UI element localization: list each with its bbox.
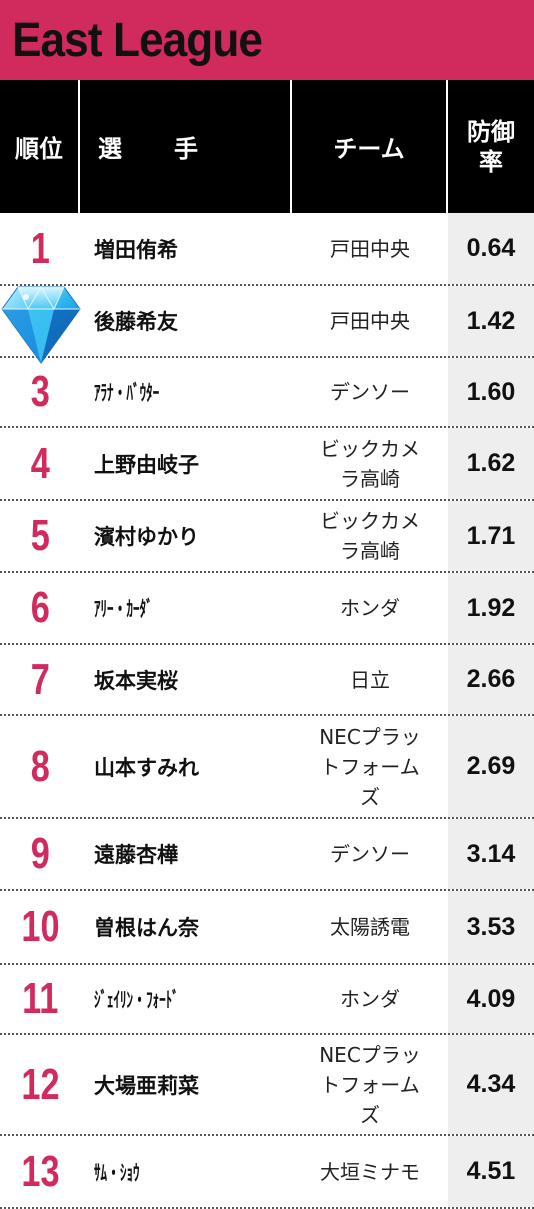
table-row: 7 坂本実桜 日立 2.66	[0, 645, 534, 716]
player-cell: 上野由岐子	[94, 452, 199, 477]
rank-cell: 12	[20, 1059, 60, 1109]
player-cell: 遠藤杏樺	[94, 843, 178, 867]
table-row: 3 ｱﾗﾅ・ﾊﾞｳﾀｰ デンソー 1.60	[0, 358, 534, 428]
player-cell: 山本すみれ	[94, 755, 199, 780]
rank-cell: 11	[21, 974, 59, 1023]
player-cell: 曽根はん奈	[94, 916, 199, 940]
team-cell: 大垣ミナモ	[320, 1159, 420, 1184]
table-header: 順位 選 手 チーム 防御 率	[0, 80, 534, 213]
player-cell: ｼﾞｪｲﾘﾝ・ﾌｫｰﾄﾞ	[94, 988, 179, 1012]
era-cell: 4.09	[448, 965, 534, 1033]
table-row: 1 増田侑希 戸田中央 0.64	[0, 213, 534, 286]
era-cell: 4.34	[448, 1035, 534, 1134]
player-cell: ｻﾑ・ｼｮｳ	[94, 1160, 140, 1185]
team-cell: NECプラッ トフォームズ	[319, 1042, 421, 1127]
era-cell: 4.51	[448, 1136, 534, 1207]
rank-cell	[0, 286, 80, 356]
era-cell: 1.62	[448, 428, 534, 499]
rank-cell: 4	[30, 438, 50, 488]
rank-cell: 8	[30, 741, 50, 791]
table-row: 5 濱村ゆかり ビックカメ ラ高崎 1.71	[0, 501, 534, 573]
table-row: 後藤希友 戸田中央 1.42	[0, 286, 534, 358]
player-cell: ｱﾘｰ・ｶｰﾀﾞ	[94, 597, 153, 621]
rank-cell: 7	[30, 654, 50, 704]
team-cell: ビックカメ ラ高崎	[320, 509, 420, 563]
page-title: East League	[12, 13, 263, 67]
era-cell: 0.64	[448, 213, 534, 284]
header-player: 選 手	[80, 80, 292, 213]
table-row: 13 ｻﾑ・ｼｮｳ 大垣ミナモ 4.51	[0, 1136, 534, 1209]
era-cell: 3.14	[448, 819, 534, 889]
rank-cell: 10	[20, 902, 60, 951]
era-cell: 1.60	[448, 358, 534, 426]
table-row: 4 上野由岐子 ビックカメ ラ高崎 1.62	[0, 428, 534, 501]
era-cell: 2.69	[448, 716, 534, 817]
player-cell: 後藤希友	[94, 310, 178, 334]
table-row: 11 ｼﾞｪｲﾘﾝ・ﾌｫｰﾄﾞ ホンダ 4.09	[0, 965, 534, 1035]
team-cell: デンソー	[330, 842, 410, 866]
era-cell: 1.42	[448, 286, 534, 356]
player-cell: ｱﾗﾅ・ﾊﾞｳﾀｰ	[94, 381, 160, 405]
player-cell: 濱村ゆかり	[94, 525, 199, 549]
player-cell: 坂本実桜	[94, 668, 178, 693]
header-era-line1: 防御	[467, 117, 515, 146]
team-cell: デンソー	[330, 380, 410, 404]
table-row: 8 山本すみれ NECプラッ トフォームズ 2.69	[0, 716, 534, 819]
rank-cell: 3	[30, 367, 50, 416]
player-cell: 大場亜莉菜	[94, 1073, 199, 1098]
table-row: 10 曽根はん奈 太陽誘電 3.53	[0, 891, 534, 965]
team-cell: 日立	[350, 667, 390, 692]
player-cell: 増田侑希	[94, 237, 178, 262]
team-cell: 太陽誘電	[330, 915, 410, 939]
header-era: 防御 率	[448, 80, 534, 213]
rank-cell: 13	[20, 1146, 60, 1196]
table-row: 6 ｱﾘｰ・ｶｰﾀﾞ ホンダ 1.92	[0, 573, 534, 645]
team-cell: ビックカメ ラ高崎	[320, 436, 420, 491]
team-cell: ホンダ	[340, 987, 400, 1011]
header-team: チーム	[292, 80, 448, 213]
rank-cell: 6	[30, 583, 50, 632]
era-cell: 1.92	[448, 573, 534, 643]
team-cell: 戸田中央	[330, 236, 410, 261]
era-cell: 2.66	[448, 645, 534, 714]
rank-cell: 9	[30, 829, 50, 878]
rank-cell: 5	[30, 511, 50, 560]
table-row: 12 大場亜莉菜 NECプラッ トフォームズ 4.34	[0, 1035, 534, 1136]
era-cell: 1.71	[448, 501, 534, 571]
standings-table: 1 増田侑希 戸田中央 0.64 後藤希友 戸田中央 1.42 3 ｱﾗﾅ・ﾊﾞ…	[0, 213, 534, 1209]
team-cell: NECプラッ トフォームズ	[319, 724, 421, 809]
table-row: 9 遠藤杏樺 デンソー 3.14	[0, 819, 534, 891]
team-cell: ホンダ	[340, 596, 400, 620]
rank-cell: 1	[30, 223, 50, 273]
header-rank: 順位	[0, 80, 80, 213]
era-cell: 3.53	[448, 891, 534, 963]
header-era-line2: 率	[479, 147, 503, 176]
team-cell: 戸田中央	[330, 309, 410, 333]
title-banner: East League	[0, 0, 534, 80]
